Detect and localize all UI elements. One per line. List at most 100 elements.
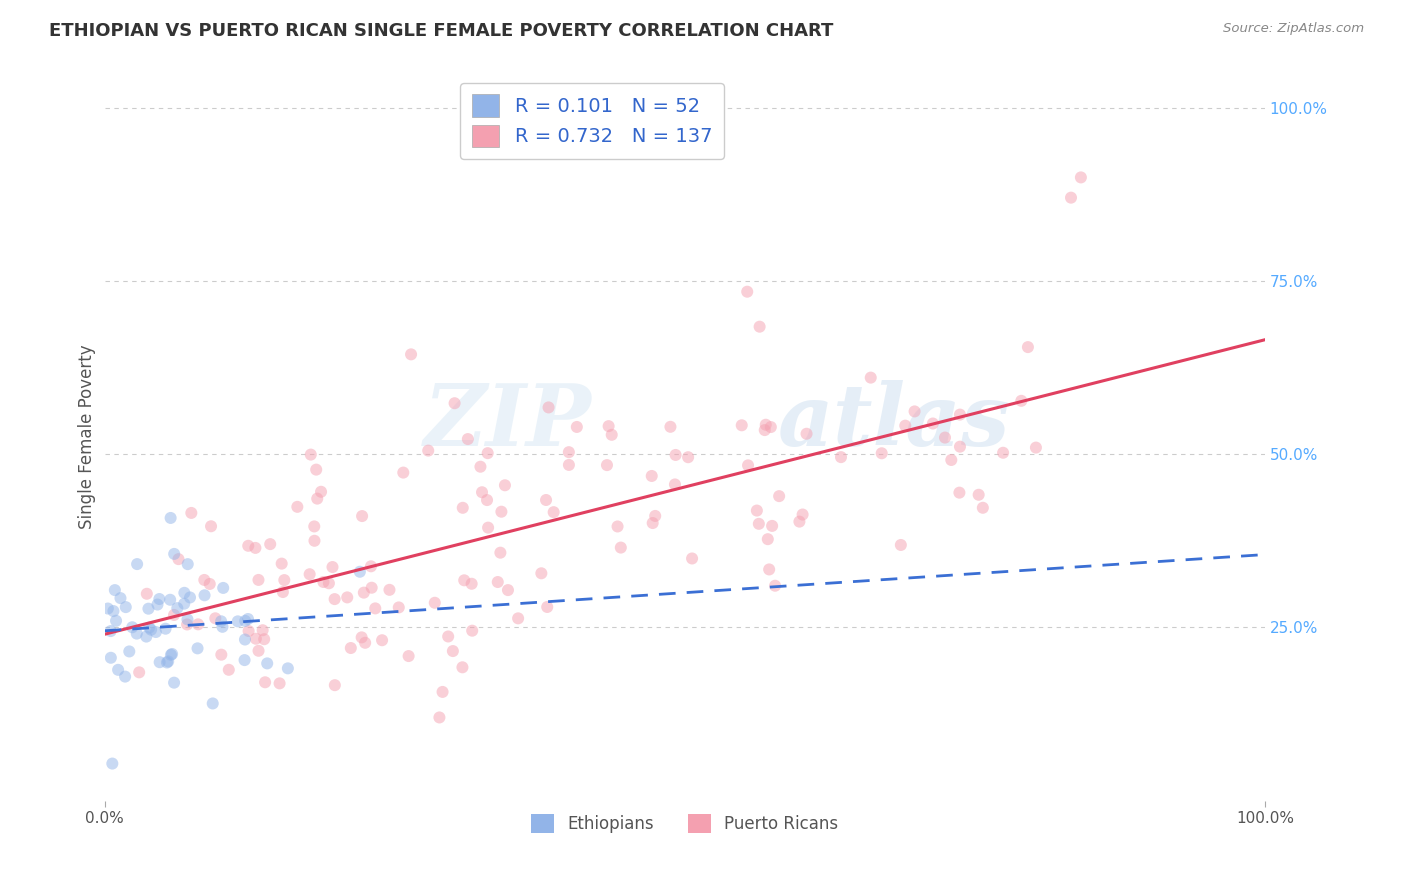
Point bbox=[477, 446, 499, 460]
Point bbox=[745, 503, 768, 517]
Point bbox=[127, 557, 149, 571]
Point bbox=[323, 678, 346, 692]
Point bbox=[212, 581, 235, 595]
Point bbox=[236, 612, 259, 626]
Point bbox=[890, 538, 912, 552]
Point bbox=[97, 601, 120, 615]
Point bbox=[148, 592, 170, 607]
Point bbox=[768, 489, 790, 503]
Point bbox=[756, 532, 779, 546]
Legend: Ethiopians, Puerto Ricans: Ethiopians, Puerto Ricans bbox=[524, 807, 845, 839]
Point bbox=[187, 617, 209, 632]
Point bbox=[470, 459, 492, 474]
Point bbox=[537, 401, 560, 415]
Point bbox=[298, 567, 321, 582]
Point bbox=[451, 660, 474, 674]
Point bbox=[360, 581, 382, 595]
Point bbox=[453, 574, 475, 588]
Point bbox=[543, 505, 565, 519]
Point bbox=[245, 541, 267, 555]
Point bbox=[299, 448, 322, 462]
Point bbox=[789, 515, 811, 529]
Point bbox=[534, 493, 557, 508]
Point bbox=[159, 592, 181, 607]
Point bbox=[1060, 191, 1083, 205]
Point bbox=[565, 420, 588, 434]
Point bbox=[193, 588, 215, 602]
Point bbox=[558, 445, 581, 459]
Point bbox=[558, 458, 581, 472]
Point bbox=[166, 601, 188, 615]
Point bbox=[748, 319, 770, 334]
Point bbox=[135, 630, 157, 644]
Point bbox=[761, 519, 783, 533]
Point bbox=[307, 491, 329, 506]
Point bbox=[209, 648, 232, 662]
Point bbox=[486, 574, 509, 589]
Point bbox=[737, 458, 759, 473]
Point bbox=[285, 500, 308, 514]
Point bbox=[934, 431, 956, 445]
Point bbox=[870, 446, 893, 460]
Point bbox=[859, 370, 882, 384]
Point bbox=[763, 579, 786, 593]
Point bbox=[233, 632, 256, 647]
Point bbox=[536, 599, 558, 614]
Point bbox=[1070, 170, 1092, 185]
Point bbox=[748, 516, 770, 531]
Point bbox=[238, 539, 260, 553]
Point bbox=[471, 485, 494, 500]
Point bbox=[1017, 340, 1039, 354]
Point bbox=[1010, 393, 1032, 408]
Point bbox=[792, 508, 814, 522]
Point bbox=[100, 624, 122, 638]
Point bbox=[437, 630, 460, 644]
Point bbox=[304, 533, 326, 548]
Point bbox=[245, 632, 267, 646]
Point bbox=[360, 559, 382, 574]
Point bbox=[641, 516, 664, 530]
Point bbox=[128, 665, 150, 680]
Point bbox=[271, 585, 294, 599]
Point bbox=[247, 573, 270, 587]
Point bbox=[349, 565, 371, 579]
Point bbox=[921, 417, 943, 431]
Point bbox=[305, 462, 328, 476]
Text: ZIP: ZIP bbox=[425, 381, 592, 464]
Point bbox=[110, 591, 132, 606]
Point bbox=[681, 551, 703, 566]
Point bbox=[967, 488, 990, 502]
Point bbox=[160, 647, 183, 661]
Point bbox=[418, 443, 440, 458]
Point bbox=[340, 640, 363, 655]
Point bbox=[830, 450, 852, 464]
Point bbox=[105, 614, 128, 628]
Text: atlas: atlas bbox=[778, 381, 1010, 464]
Point bbox=[754, 423, 776, 437]
Point bbox=[318, 576, 340, 591]
Point bbox=[392, 466, 415, 480]
Point bbox=[644, 508, 666, 523]
Point bbox=[759, 420, 782, 434]
Point bbox=[167, 552, 190, 566]
Point bbox=[399, 347, 422, 361]
Point bbox=[135, 587, 157, 601]
Point bbox=[269, 676, 291, 690]
Point bbox=[138, 621, 160, 635]
Point bbox=[664, 477, 686, 491]
Y-axis label: Single Female Poverty: Single Female Poverty bbox=[79, 344, 96, 529]
Point bbox=[457, 432, 479, 446]
Point bbox=[352, 509, 374, 524]
Point bbox=[350, 631, 373, 645]
Point bbox=[364, 601, 387, 615]
Point bbox=[163, 547, 186, 561]
Point bbox=[198, 577, 221, 591]
Point bbox=[252, 624, 274, 638]
Point bbox=[173, 586, 195, 600]
Point bbox=[596, 458, 619, 472]
Text: Source: ZipAtlas.com: Source: ZipAtlas.com bbox=[1223, 22, 1364, 36]
Point bbox=[270, 557, 292, 571]
Point bbox=[233, 653, 256, 667]
Point bbox=[972, 500, 994, 515]
Point bbox=[139, 623, 162, 637]
